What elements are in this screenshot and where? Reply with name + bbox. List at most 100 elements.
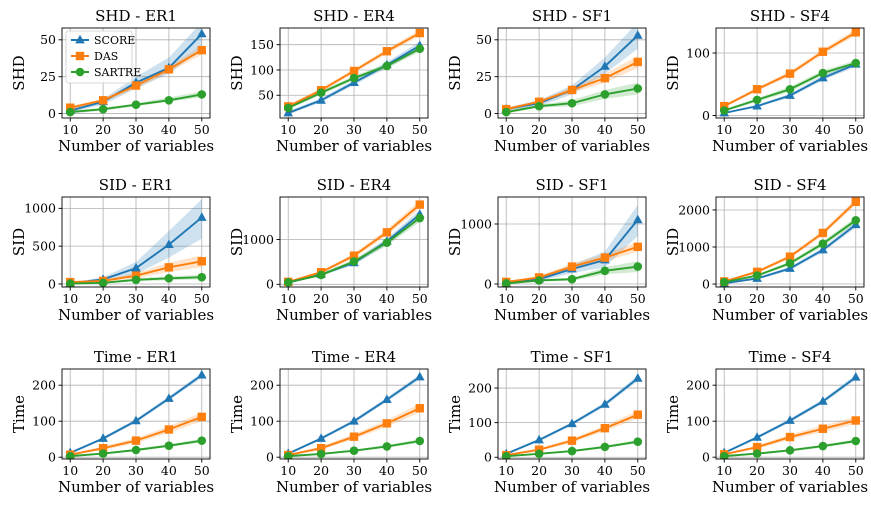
point-sartre	[600, 90, 610, 99]
y-tick-label: 200	[250, 378, 274, 393]
point-score	[164, 393, 174, 402]
point-sartre	[600, 266, 610, 276]
y-tick-label: 0	[484, 450, 492, 465]
point-das	[752, 442, 762, 452]
series-group	[65, 369, 207, 459]
point-das	[785, 432, 795, 442]
panel-title: SHD - SF4	[750, 7, 830, 25]
x-tick-label: 30	[782, 122, 798, 137]
x-tick-label: 50	[848, 291, 864, 306]
point-sartre	[567, 446, 577, 456]
point-sartre	[283, 451, 293, 459]
point-sartre	[633, 262, 643, 271]
point-score	[632, 30, 643, 39]
x-axis-label: Number of variables	[276, 306, 432, 324]
legend-entry-score: SCORE	[71, 34, 135, 47]
point-sartre	[534, 101, 544, 111]
y-tick-label: 0	[48, 106, 56, 121]
point-sartre	[98, 104, 108, 114]
point-score	[600, 399, 610, 408]
x-axis-label: Number of variables	[712, 478, 868, 496]
point-das	[131, 436, 141, 445]
point-score	[316, 95, 326, 104]
x-tick-label: 50	[630, 122, 646, 137]
y-axis-label: Time	[664, 395, 682, 433]
point-score	[632, 214, 643, 224]
point-das	[197, 412, 206, 422]
x-axis-label: Number of variables	[712, 306, 868, 324]
panel-sid-sf1: 10 20 30 40 50 0 1000 SID - SF1 Number of variab…	[446, 176, 650, 324]
y-tick-label: 100	[250, 62, 274, 77]
point-sartre	[752, 271, 762, 280]
point-sartre	[164, 95, 174, 105]
point-sartre	[851, 216, 861, 225]
y-axis-label: SHD	[664, 55, 682, 90]
point-sartre	[98, 449, 108, 458]
x-axis-label: Number of variables	[58, 306, 214, 324]
point-sartre	[197, 272, 207, 282]
series-group	[719, 197, 861, 287]
panel-sid-er4: 10 20 30 40 50 0 1000 SID - ER4 Number of variab…	[228, 176, 432, 324]
point-sartre	[567, 98, 577, 108]
legend-marker-das	[75, 51, 85, 61]
point-score	[818, 244, 828, 254]
x-tick-label: 20	[313, 291, 329, 306]
y-tick-label: 0	[266, 277, 274, 292]
panel-title: SID - SF1	[535, 176, 608, 194]
point-score	[850, 372, 861, 381]
point-das	[382, 419, 392, 428]
y-axis-label: Time	[446, 395, 464, 433]
x-tick-label: 40	[815, 463, 831, 478]
point-das	[197, 257, 206, 266]
y-axis-label: SID	[228, 228, 246, 256]
point-das	[349, 251, 359, 260]
point-score	[414, 371, 425, 381]
series-group	[283, 200, 425, 287]
point-sartre	[164, 274, 174, 283]
x-tick-label: 40	[597, 122, 613, 137]
legend: SCORE DAS SARTRE	[65, 30, 141, 84]
x-tick-label: 20	[749, 463, 765, 478]
x-tick-label: 10	[62, 463, 78, 478]
point-das	[633, 242, 642, 251]
x-tick-label: 50	[194, 463, 210, 478]
x-tick-label: 20	[95, 463, 111, 478]
y-tick-label: 100	[686, 45, 710, 60]
x-tick-label: 30	[346, 122, 362, 137]
x-tick-label: 10	[280, 122, 296, 137]
y-axis-label: SID	[446, 228, 464, 256]
panel-shd-sf1: 10 20 30 40 50 0 25 50 SHD - SF1 Number of variab…	[446, 7, 650, 155]
x-axis-label: Number of variables	[712, 137, 868, 155]
panel-title: SHD - ER4	[313, 7, 395, 25]
panel-title: SHD - ER1	[95, 7, 177, 25]
point-sartre	[65, 451, 75, 459]
x-tick-label: 30	[564, 463, 580, 478]
y-tick-label: 100	[32, 414, 56, 429]
y-tick-label: 1000	[24, 201, 56, 216]
y-tick-label: 50	[258, 88, 274, 103]
x-tick-label: 50	[194, 291, 210, 306]
point-sartre	[65, 279, 75, 287]
y-tick-label: 0	[702, 450, 710, 465]
panel-time-er4: 10 20 30 40 50 0 100 200 Time - ER4 Number of var…	[228, 348, 432, 496]
x-tick-label: 40	[161, 122, 177, 137]
point-das	[98, 444, 108, 453]
point-das	[164, 425, 174, 434]
point-sartre	[851, 436, 861, 446]
point-das	[785, 69, 795, 78]
point-das	[415, 28, 424, 38]
point-score	[196, 369, 207, 379]
panel-sid-sf4: 10 20 30 40 50 0 1000 2000 SID - SF4 Number of va…	[664, 176, 868, 324]
point-das	[382, 47, 392, 56]
point-das	[131, 81, 141, 90]
band-score	[506, 204, 638, 284]
point-sartre	[65, 107, 75, 117]
point-sartre	[283, 103, 293, 113]
legend-label: SARTRE	[94, 66, 141, 79]
point-das	[197, 45, 206, 55]
point-sartre	[349, 446, 359, 456]
x-tick-label: 50	[412, 122, 428, 137]
panel-title: Time - SF4	[749, 348, 832, 366]
panel-time-sf1: 10 20 30 40 50 0 100 200 Time - SF1 Number of var…	[446, 348, 650, 496]
x-tick-label: 30	[128, 463, 144, 478]
